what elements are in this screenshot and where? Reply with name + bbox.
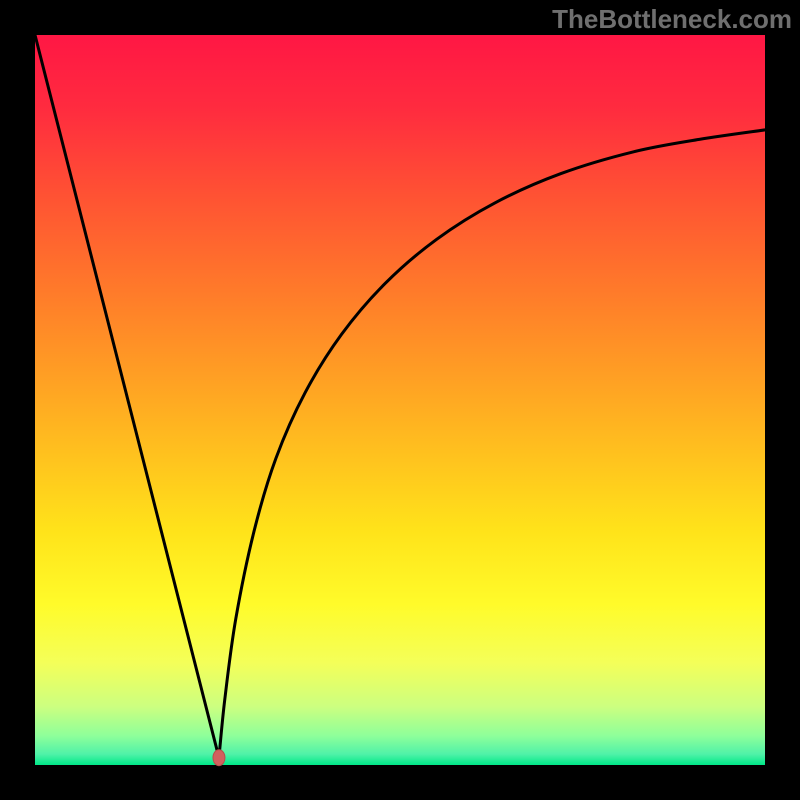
optimum-marker xyxy=(213,750,225,766)
chart-frame: TheBottleneck.com xyxy=(0,0,800,800)
chart-background xyxy=(35,35,765,765)
bottleneck-curve-chart xyxy=(0,0,800,800)
